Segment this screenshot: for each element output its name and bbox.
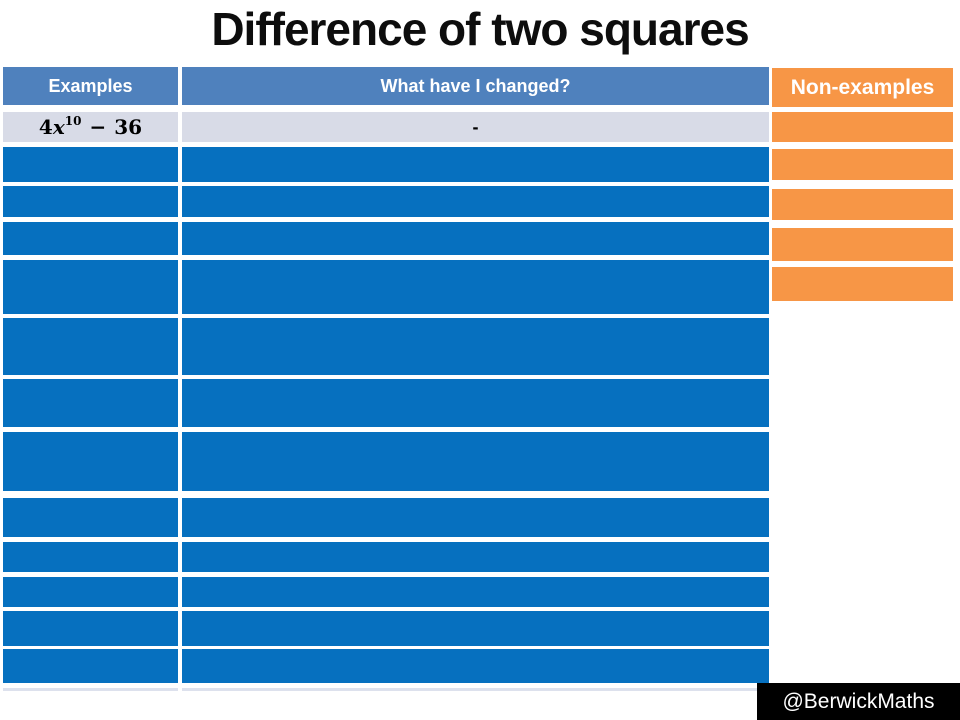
non-example-slot bbox=[772, 189, 953, 220]
non-example-slot bbox=[772, 149, 953, 180]
cutoff-row-sliver bbox=[182, 688, 769, 691]
blank-example-cell bbox=[3, 498, 178, 537]
blank-example-cell bbox=[3, 222, 178, 255]
math-variable: x bbox=[52, 115, 65, 139]
twitter-handle-badge: @BerwickMaths bbox=[757, 683, 960, 720]
column-header-non-examples: Non-examples bbox=[772, 68, 953, 107]
blank-changed-cell bbox=[182, 498, 769, 537]
blank-changed-cell bbox=[182, 577, 769, 607]
blank-example-cell bbox=[3, 260, 178, 314]
blank-changed-cell bbox=[182, 611, 769, 646]
math-exponent: 10 bbox=[64, 114, 82, 129]
blank-example-cell bbox=[3, 432, 178, 491]
blank-changed-cell bbox=[182, 260, 769, 314]
math-constant: 36 bbox=[114, 115, 143, 139]
blank-changed-cell bbox=[182, 542, 769, 572]
changed-cell-filled: - bbox=[182, 112, 769, 142]
column-header-examples: Examples bbox=[3, 67, 178, 105]
non-example-slot bbox=[772, 112, 953, 142]
math-coefficient: 4 bbox=[38, 115, 53, 139]
cutoff-row-sliver bbox=[3, 688, 178, 691]
page-title: Difference of two squares bbox=[211, 3, 749, 55]
math-minus-sign: − bbox=[89, 115, 107, 139]
blank-example-cell bbox=[3, 147, 178, 182]
example-cell-filled: 4x10−36 bbox=[3, 112, 178, 142]
blank-example-cell bbox=[3, 318, 178, 375]
blank-example-cell bbox=[3, 379, 178, 427]
blank-example-cell bbox=[3, 186, 178, 217]
blank-changed-cell bbox=[182, 186, 769, 217]
column-header-what-changed: What have I changed? bbox=[182, 67, 769, 105]
blank-changed-cell bbox=[182, 318, 769, 375]
blank-changed-cell bbox=[182, 432, 769, 491]
non-example-slot bbox=[772, 228, 953, 261]
blank-changed-cell bbox=[182, 649, 769, 683]
math-expression: 4x10−36 bbox=[39, 115, 142, 139]
blank-example-cell bbox=[3, 542, 178, 572]
blank-changed-cell bbox=[182, 379, 769, 427]
non-example-slot bbox=[772, 267, 953, 301]
blank-changed-cell bbox=[182, 222, 769, 255]
blank-example-cell bbox=[3, 649, 178, 683]
blank-example-cell bbox=[3, 577, 178, 607]
blank-changed-cell bbox=[182, 147, 769, 182]
blank-example-cell bbox=[3, 611, 178, 646]
